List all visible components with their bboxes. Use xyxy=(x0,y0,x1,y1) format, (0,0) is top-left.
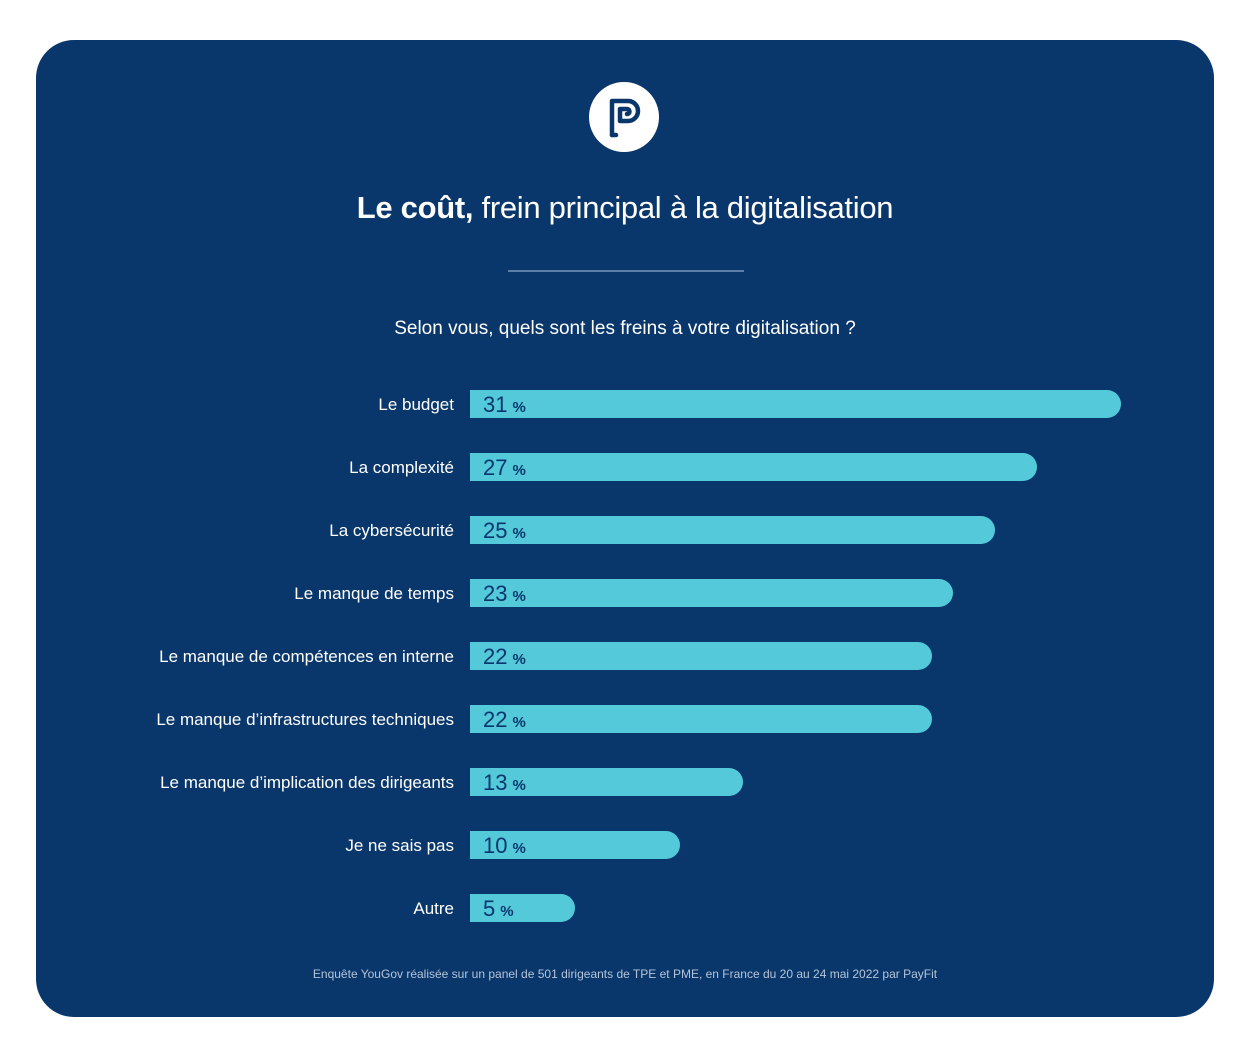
bar-4 xyxy=(470,579,953,607)
bar-chart: Le budget 31 % La complexité 27 % La cybersécu… xyxy=(156,390,1121,922)
chart-question: Selon vous, quels sont les freins à votr… xyxy=(394,318,856,339)
value-label-2: 27% xyxy=(483,455,526,480)
payfit-logo-icon xyxy=(589,82,659,152)
value-label-6: 22% xyxy=(483,707,526,732)
infographic-card: Le coût, frein principal à la digitalisa… xyxy=(36,40,1214,1017)
value-label-4: 23% xyxy=(483,581,526,606)
bar-1 xyxy=(470,390,1121,418)
value-label-1: 31% xyxy=(483,392,526,417)
bar-2 xyxy=(470,453,1037,481)
bar-8 xyxy=(470,831,680,859)
source-footnote: Enquête YouGov réalisée sur un panel de … xyxy=(312,967,938,981)
title-rest: frein principal à la digitalisation xyxy=(473,190,894,225)
bar-7 xyxy=(470,768,743,796)
category-label-1: Le budget xyxy=(378,395,454,414)
category-label-9: Autre xyxy=(413,899,454,918)
bar-3 xyxy=(470,516,995,544)
bar-5 xyxy=(470,642,932,670)
category-label-2: La complexité xyxy=(349,458,454,477)
value-label-3: 25% xyxy=(483,518,526,543)
category-label-3: La cybersécurité xyxy=(329,521,454,540)
title-bold: Le coût, xyxy=(356,190,474,225)
title-divider xyxy=(508,270,744,272)
category-label-7: Le manque d’implication des dirigeants xyxy=(160,773,454,792)
value-label-5: 22% xyxy=(483,644,526,669)
page-title: Le coût, frein principal à la digitalisa… xyxy=(36,190,1214,226)
category-label-8: Je ne sais pas xyxy=(345,836,454,855)
bar-6 xyxy=(470,705,932,733)
category-label-4: Le manque de temps xyxy=(294,584,454,603)
category-label-5: Le manque de compétences en interne xyxy=(159,647,454,666)
bar-9 xyxy=(470,894,575,922)
value-label-7: 13% xyxy=(483,770,526,795)
value-label-8: 10% xyxy=(483,833,526,858)
value-label-9: 5% xyxy=(483,896,514,921)
category-label-6: Le manque d’infrastructures techniques xyxy=(156,710,454,729)
